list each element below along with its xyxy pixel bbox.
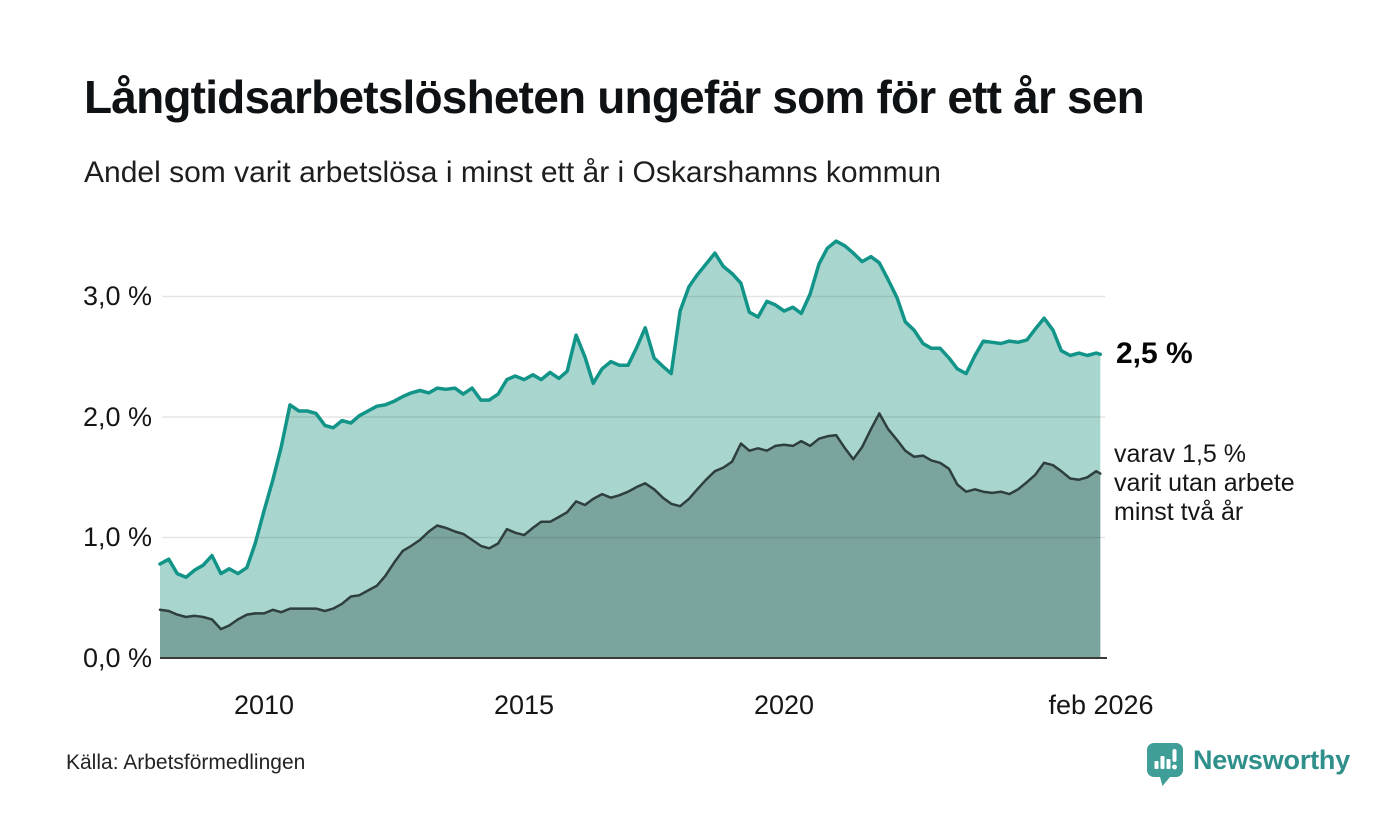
x-tick-2015: 2015 [493,690,555,720]
y-tick-2: 2,0 % [82,402,152,432]
newsworthy-logo[interactable]: Newsworthy [1146,742,1350,792]
page-subtitle: Andel som varit arbetslösa i minst ett å… [84,156,941,189]
x-tick-2010: 2010 [233,690,295,720]
page-title: Långtidsarbetslösheten ungefär som för e… [84,71,1145,123]
annotation-two-years: varav 1,5 % varit utan arbete minst två … [1114,440,1295,527]
annotation-two-years-line3: minst två år [1114,498,1244,526]
x-tick-2020: 2020 [753,690,815,720]
series-line-1 [158,412,1102,631]
newsworthy-wordmark: Newsworthy [1193,745,1351,775]
annotation-two-years-line2: varit utan arbete [1114,469,1295,497]
newsworthy-bubble-chart-icon [1146,742,1184,792]
y-tick-1: 1,0 % [82,522,152,552]
source-note: Källa: Arbetsförmedlingen [66,751,306,774]
y-tick-3: 3,0 % [82,281,152,311]
annotation-latest-total: 2,5 % [1116,337,1193,370]
series-area-1 [160,413,1101,658]
bubble-shape [1147,743,1183,786]
series-line-0 [158,239,1103,580]
y-tick-0: 0,0 % [82,643,152,673]
x-tick-feb-2026: feb 2026 [1048,690,1154,720]
annotation-two-years-line1: varav 1,5 % [1114,440,1247,468]
